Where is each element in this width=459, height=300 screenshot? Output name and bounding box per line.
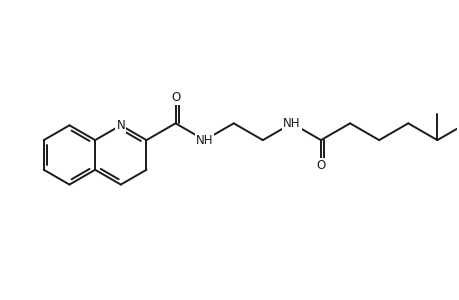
Text: NH: NH	[196, 134, 213, 147]
Text: NH: NH	[283, 117, 300, 130]
Text: O: O	[171, 91, 180, 104]
Text: O: O	[316, 159, 325, 172]
Text: N: N	[116, 119, 125, 132]
